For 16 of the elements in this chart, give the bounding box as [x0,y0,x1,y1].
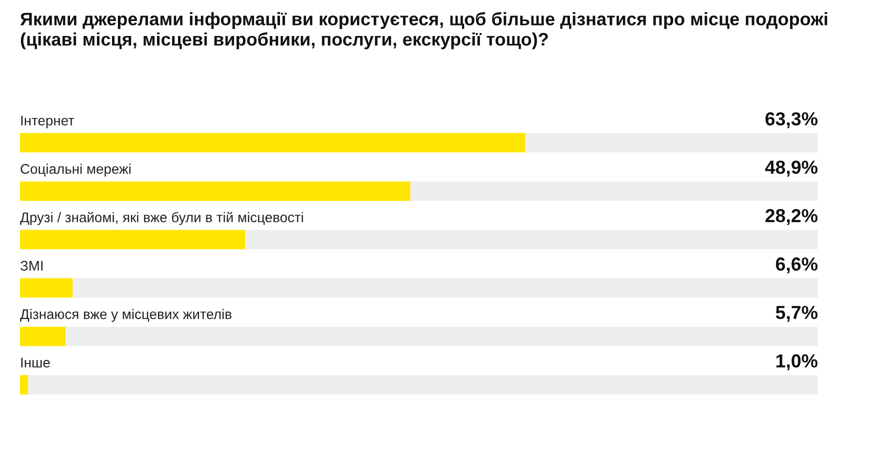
bar [20,278,73,298]
data-label: 1,0% [776,354,818,370]
y-tick-label: Соціальні мережі [20,164,130,177]
y-tick-label: Дізнаюся вже у місцевих жителів [20,308,232,322]
chart-title: Якими джерелами інформації ви користуєтеся, щоб більше дізнатися про місце подорожі (цікаві місця, місцеві виробники, послуги, екскурсії тощо)? [20,12,828,50]
data-label: 28,2% [765,209,818,226]
y-tick-label: ЗМІ [20,260,43,271]
data-label: 63,3% [766,112,818,128]
y-tick-label: Інше [21,358,50,368]
data-label: 5,7% [776,306,818,322]
data-label: 6,6% [776,257,818,274]
bar [20,375,28,394]
y-tick-label: Інтернет [21,116,74,128]
data-label: 48,9% [765,160,818,177]
y-tick-label: Друзі / знайомі, які вже були в тій місцевості [20,212,303,226]
bar [20,326,66,346]
